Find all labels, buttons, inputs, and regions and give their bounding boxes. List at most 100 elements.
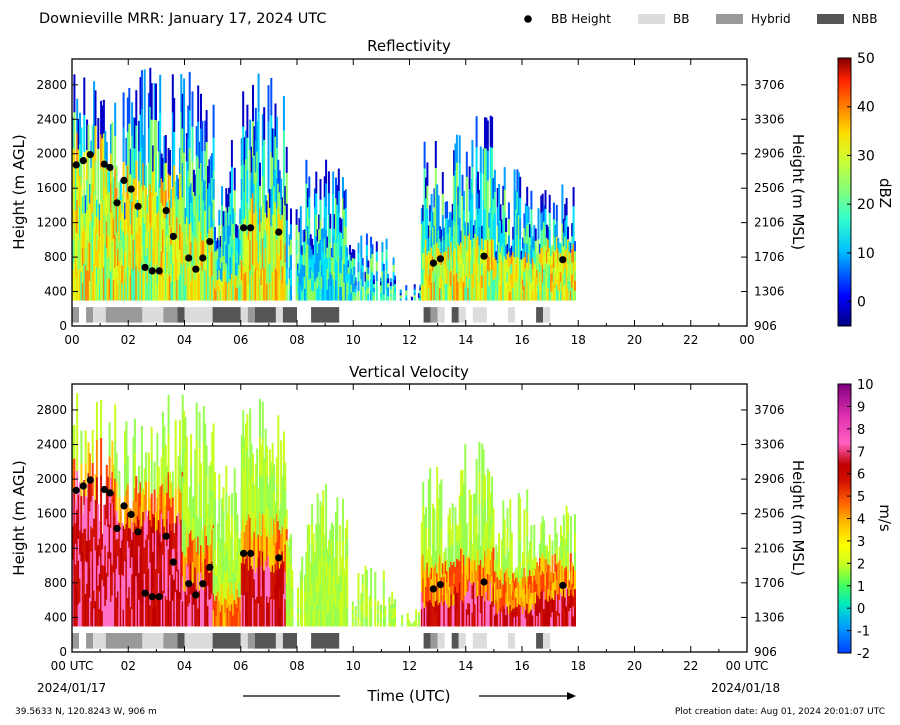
heat-cell — [555, 236, 558, 253]
heat-cell — [200, 231, 202, 267]
heat-cell — [125, 219, 128, 247]
heat-cell — [273, 572, 276, 600]
heat-cell — [237, 596, 240, 612]
heat-cell — [557, 269, 560, 280]
heat-cell — [336, 561, 339, 584]
heat-cell — [422, 204, 425, 222]
heat-cell — [285, 252, 288, 269]
heat-cell — [346, 555, 349, 574]
heat-cell — [259, 254, 261, 278]
heat-cell — [536, 277, 539, 286]
heat-cell — [533, 575, 536, 593]
heat-cell — [155, 607, 157, 627]
heat-cell — [245, 558, 247, 593]
heat-cell — [455, 575, 458, 593]
heat-cell — [493, 604, 496, 616]
heat-cell — [429, 221, 432, 238]
heat-cell — [419, 292, 422, 296]
heat-cell — [301, 556, 304, 569]
heat-cell — [216, 248, 219, 260]
heat-cell — [274, 136, 277, 170]
heat-cell — [167, 433, 170, 473]
heat-cell — [305, 276, 308, 301]
heat-cell — [510, 548, 513, 565]
heat-cell — [74, 543, 77, 565]
heat-cell — [112, 464, 115, 492]
heat-cell — [530, 542, 533, 560]
heat-cell — [101, 610, 104, 627]
heat-cell — [522, 258, 524, 270]
heat-cell — [454, 169, 457, 197]
heat-cell — [320, 525, 323, 546]
heat-cell — [266, 476, 269, 507]
heat-cell — [87, 442, 90, 474]
heat-cell — [157, 466, 160, 494]
heat-cell — [432, 524, 434, 546]
heat-cell — [335, 279, 337, 301]
heat-cell — [520, 597, 523, 608]
heat-cell — [228, 244, 231, 264]
heat-cell — [312, 564, 315, 581]
heat-cell — [509, 541, 512, 563]
heat-cell — [437, 583, 440, 606]
heat-cell — [524, 203, 527, 220]
heat-cell — [152, 248, 155, 275]
heat-cell — [339, 609, 342, 627]
heat-cell — [275, 239, 278, 270]
heat-cell — [500, 246, 503, 261]
heat-cell — [128, 566, 131, 587]
heat-cell — [259, 512, 261, 551]
heat-cell — [461, 216, 464, 238]
heat-cell — [143, 223, 146, 263]
heat-cell — [263, 235, 266, 269]
reflectivity-panel: 00 02 04 06 08 10 12 14 16 18 20 22 00 0400800120016… — [10, 58, 807, 347]
heat-cell — [491, 501, 494, 527]
heat-cell — [336, 242, 339, 263]
heat-cell — [142, 511, 145, 535]
heat-cell — [143, 261, 146, 301]
heat-cell — [299, 589, 302, 599]
heat-cell — [239, 538, 242, 554]
heat-cell — [510, 532, 513, 549]
heat-cell — [125, 192, 128, 220]
heat-cell — [555, 595, 558, 611]
heat-cell — [163, 559, 166, 594]
heat-cell — [492, 178, 495, 199]
heat-cell — [72, 492, 74, 527]
heat-cell — [558, 281, 561, 291]
heat-cell — [260, 535, 263, 567]
heat-cell — [335, 569, 337, 589]
velocity-bb-type-strip — [72, 633, 551, 649]
heat-cell — [209, 516, 212, 545]
heat-cell — [448, 270, 451, 286]
heat-cell — [121, 557, 124, 575]
heat-cell — [76, 233, 79, 267]
heat-cell — [270, 571, 273, 600]
heat-cell — [488, 271, 491, 286]
heat-cell — [354, 612, 357, 617]
heat-cell — [192, 278, 195, 301]
heat-cell — [301, 281, 304, 292]
heat-cell — [500, 568, 503, 584]
heat-cell — [389, 619, 392, 623]
heat-cell — [332, 257, 335, 280]
bb-height-point — [275, 554, 283, 562]
heat-cell — [131, 201, 134, 235]
heat-cell — [178, 173, 181, 199]
heat-cell — [415, 612, 418, 616]
heat-cell — [139, 151, 142, 190]
heat-cell — [557, 615, 560, 627]
heat-cell — [485, 178, 488, 210]
heat-cell — [171, 497, 174, 524]
heat-cell — [432, 565, 434, 586]
heat-cell — [489, 208, 492, 240]
heat-cell — [121, 574, 124, 592]
heat-cell — [212, 219, 215, 240]
heat-cell — [330, 539, 333, 558]
heat-cell — [207, 210, 209, 234]
reflectivity-bb-type-strip — [72, 307, 551, 323]
heat-cell — [174, 557, 177, 592]
heat-cell — [252, 264, 254, 301]
heat-cell — [413, 297, 416, 301]
heat-cell — [107, 601, 110, 627]
